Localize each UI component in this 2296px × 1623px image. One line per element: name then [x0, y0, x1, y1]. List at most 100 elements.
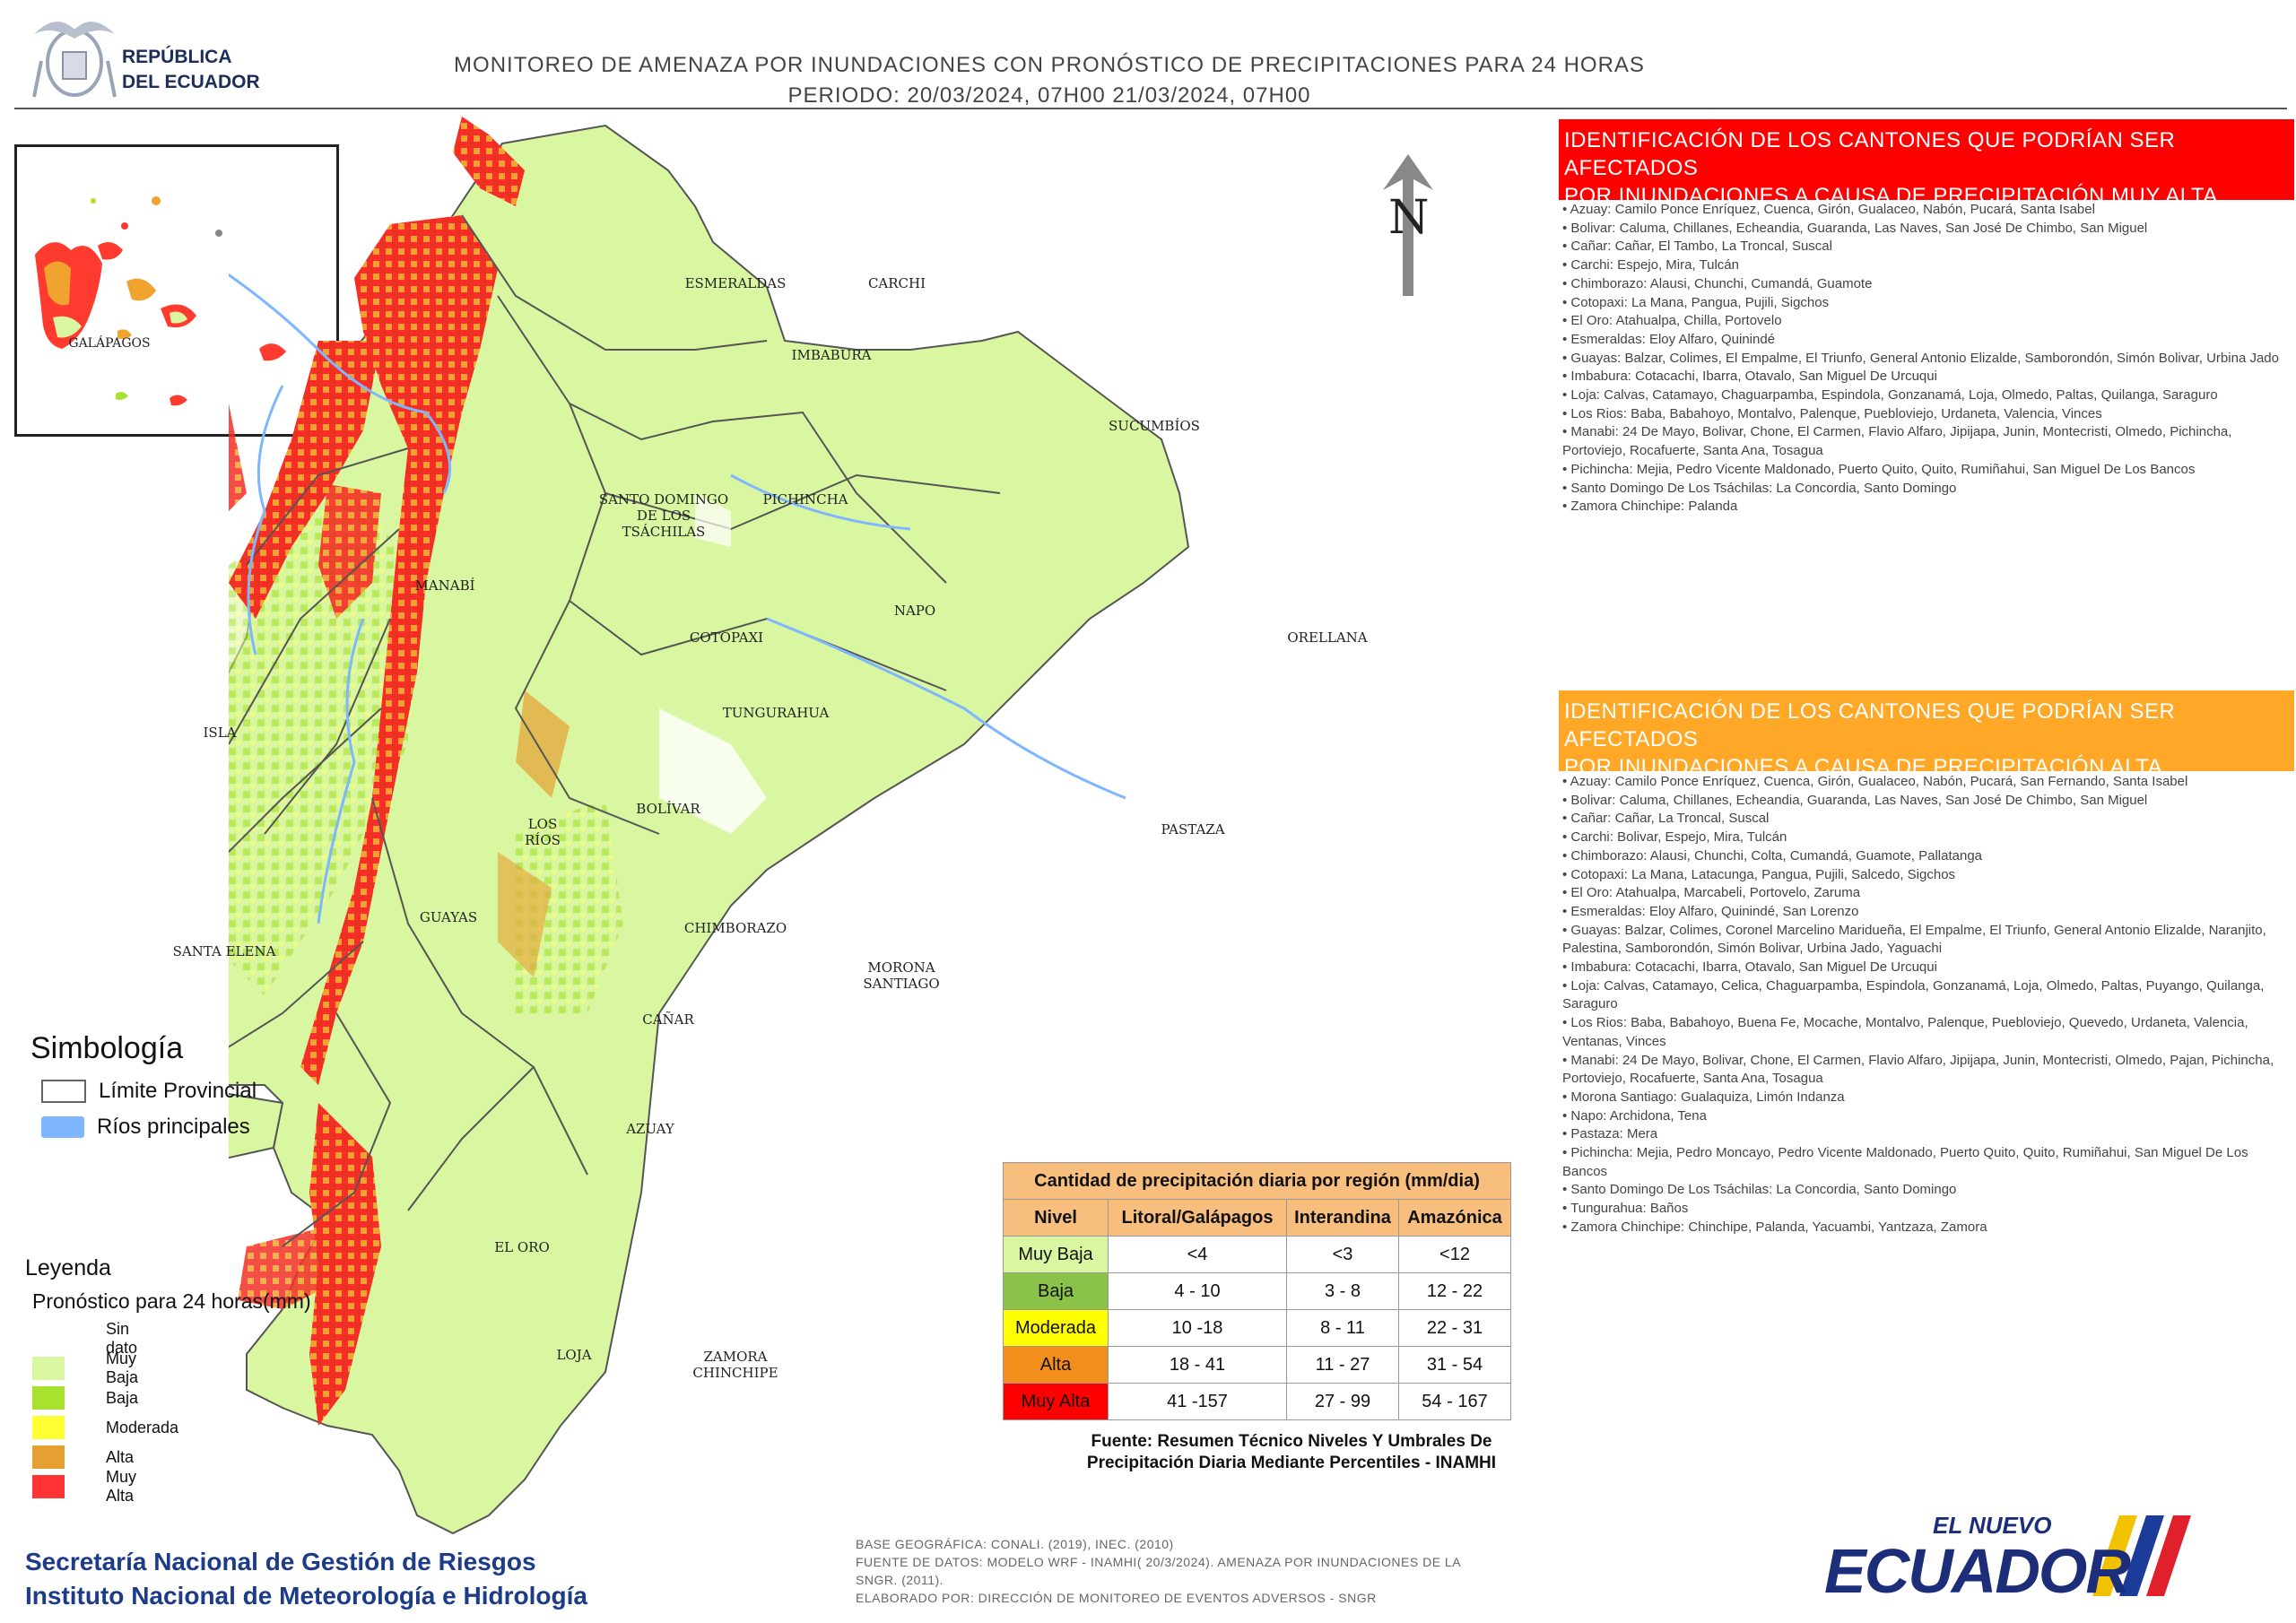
muy-alta-zone-coast [229, 341, 381, 619]
list-item: Loja: Calvas, Catamayo, Chaguarpamba, Es… [1562, 386, 2283, 405]
label-pichincha: PICHINCHA [762, 491, 848, 508]
list-item: Azuay: Camilo Ponce Enríquez, Cuenca, Gi… [1562, 773, 2283, 792]
fuente-line1: Fuente: Resumen Técnico Niveles Y Umbral… [1091, 1432, 1492, 1451]
panel-alta-list: Azuay: Camilo Ponce Enríquez, Cuenca, Gi… [1562, 773, 2283, 1237]
list-item: Los Rios: Baba, Babahoyo, Montalvo, Pale… [1562, 405, 2283, 424]
legend-label: Baja [106, 1388, 139, 1407]
table-cell: 27 - 99 [1286, 1383, 1399, 1420]
list-item: Chimborazo: Alausi, Chunchi, Cumandá, Gu… [1562, 275, 2283, 294]
el-nuevo-ecuador-logo [1819, 1506, 2205, 1605]
legend-label: Sin dato [106, 1320, 138, 1357]
table-cell: 22 - 31 [1398, 1309, 1511, 1347]
label-manabi: MANABÍ [414, 577, 475, 594]
legend-label: Muy Baja [106, 1350, 139, 1386]
label-zamora-2: CHINCHIPE [692, 1365, 778, 1381]
label-santo-domingo: SANTO DOMINGO DE LOS TSÁCHILAS [583, 491, 744, 540]
galapagos-inset-map: GALÁPAGOS [14, 144, 339, 437]
label-napo: NAPO [893, 603, 936, 619]
table-title-row: Cantidad de precipitación diaria por reg… [1003, 1162, 1511, 1200]
precipitation-table: Cantidad de precipitación diaria por reg… [1003, 1162, 1511, 1420]
north-label: N [1388, 191, 1430, 245]
ecuador-precipitation-map: ESMERALDAS CARCHI IMBABURA SUCUMBÍOS SAN… [148, 117, 1547, 1596]
table-row: Muy Baja <4 <3 <12 [1003, 1236, 1511, 1273]
label-zamora-chinchipe: ZAMORA CHINCHIPE [686, 1349, 785, 1381]
credits: BASE GEOGRÁFICA: CONALI. (2019), INEC. (… [856, 1535, 1501, 1607]
label-galapagos: GALÁPAGOS [68, 336, 151, 351]
label-zamora-1: ZAMORA [703, 1349, 768, 1365]
label-los-rios-1: LOS [527, 816, 558, 832]
label-santa-elena: SANTA ELENA [172, 943, 276, 959]
credits-line4: ELABORADO POR: DIRECCIÓN DE MONITOREO DE… [856, 1591, 1377, 1605]
legend-swatch [32, 1475, 65, 1498]
north-arrow [1381, 152, 1435, 296]
table-cell: Alta [1003, 1346, 1109, 1384]
table-row: Moderada 10 -18 8 - 11 22 - 31 [1003, 1309, 1511, 1347]
legend-label: Muy Alta [106, 1468, 137, 1505]
list-item: Cañar: Cañar, El Tambo, La Troncal, Susc… [1562, 238, 2283, 256]
list-item: Los Rios: Baba, Babahoyo, Buena Fe, Moca… [1562, 1014, 2283, 1051]
table-cell: Moderada [1003, 1309, 1109, 1347]
simbologia-title: Simbología [30, 1031, 184, 1065]
label-isla: ISLA [203, 725, 237, 741]
list-item: Cotopaxi: La Mana, Latacunga, Pangua, Pu… [1562, 866, 2283, 885]
brand-small-text: EL NUEVO [1933, 1512, 2052, 1539]
rios-label: Ríos principales [97, 1115, 250, 1139]
legend-item: Moderada [32, 1416, 178, 1439]
list-item: Manabi: 24 De Mayo, Bolivar, Chone, El C… [1562, 1052, 2283, 1089]
list-item: Cañar: Cañar, La Troncal, Suscal [1562, 810, 2283, 829]
list-item: Esmeraldas: Eloy Alfaro, Quinindé, San L… [1562, 903, 2283, 922]
list-item: El Oro: Atahualpa, Chilla, Portovelo [1562, 312, 2283, 331]
legend-swatch [32, 1445, 65, 1469]
brand-big-text: ECUADOR [1824, 1536, 2131, 1606]
list-item: Pichincha: Mejia, Pedro Moncayo, Pedro V… [1562, 1144, 2283, 1181]
list-item: Zamora Chinchipe: Chinchipe, Palanda, Ya… [1562, 1219, 2283, 1237]
list-item: Napo: Archidona, Tena [1562, 1107, 2283, 1126]
table-cell: 3 - 8 [1286, 1272, 1399, 1310]
table-cell: 8 - 11 [1286, 1309, 1399, 1347]
legend-item: Muy Alta [32, 1468, 136, 1505]
label-carchi: CARCHI [867, 275, 926, 291]
table-cell: 18 - 41 [1108, 1346, 1287, 1384]
list-item: Morona Santiago: Gualaquiza, Limón Indan… [1562, 1089, 2283, 1107]
list-item: Imbabura: Cotacachi, Ibarra, Otavalo, Sa… [1562, 368, 2283, 386]
label-santo-domingo-3: TSÁCHILAS [622, 524, 706, 540]
limite-label: Límite Provincial [99, 1079, 257, 1103]
credits-line2: FUENTE DE DATOS: MODELO WRF - INAMHI( 20… [856, 1555, 1462, 1569]
legend-label: Moderada [106, 1418, 179, 1436]
panel-muy-alta-header: IDENTIFICACIÓN DE LOS CANTONES QUE PODRÍ… [1559, 119, 2294, 208]
table-cell: 12 - 22 [1398, 1272, 1511, 1310]
org-inamhi: Instituto Nacional de Meteorología e Hid… [25, 1582, 587, 1610]
list-item: Chimborazo: Alausi, Chunchi, Colta, Cuma… [1562, 847, 2283, 866]
list-item: Azuay: Camilo Ponce Enríquez, Cuenca, Gi… [1562, 201, 2283, 220]
limite-swatch [41, 1080, 86, 1103]
label-morona-2: SANTIAGO [863, 976, 940, 992]
label-los-rios-2: RÍOS [525, 832, 561, 848]
table-header-litoral: Litoral/Galápagos [1108, 1199, 1287, 1237]
label-tungurahua: TUNGURAHUA [722, 705, 830, 721]
label-el-oro: EL ORO [494, 1239, 550, 1255]
panel-alta-header: IDENTIFICACIÓN DE LOS CANTONES QUE PODRÍ… [1559, 690, 2294, 779]
list-item: Guayas: Balzar, Colimes, El Empalme, El … [1562, 350, 2283, 369]
leyenda-title: Leyenda [25, 1255, 111, 1280]
list-item: Pichincha: Mejia, Pedro Vicente Maldonad… [1562, 461, 2283, 480]
label-azuay: AZUAY [626, 1121, 674, 1137]
list-item: Tungurahua: Baños [1562, 1200, 2283, 1219]
title-line1: MONITOREO DE AMENAZA POR INUNDACIONES CO… [454, 53, 1645, 77]
panel-muy-alta-title-1: IDENTIFICACIÓN DE LOS CANTONES QUE PODRÍ… [1564, 128, 2176, 180]
muy-alta-zone-north [453, 117, 525, 206]
label-santo-domingo-1: SANTO DOMINGO [598, 491, 729, 508]
panel-alta-title-1: IDENTIFICACIÓN DE LOS CANTONES QUE PODRÍ… [1564, 699, 2176, 751]
legend-swatch [32, 1327, 65, 1350]
list-item: Esmeraldas: Eloy Alfaro, Quinindé [1562, 331, 2283, 350]
label-pastaza: PASTAZA [1161, 821, 1225, 838]
legend-swatch [32, 1357, 65, 1380]
table-header-nivel: Nivel [1003, 1199, 1109, 1237]
logo-line1: REPÚBLICA [122, 47, 232, 67]
logo-text: REPÚBLICA DEL ECUADOR [122, 45, 260, 95]
simbologia-limite: Límite Provincial [41, 1079, 257, 1104]
label-cotopaxi: COTOPAXI [689, 629, 764, 646]
label-imbabura: IMBABURA [791, 347, 872, 363]
label-los-rios: LOS RÍOS [516, 816, 570, 848]
table-source: Fuente: Resumen Técnico Niveles Y Umbral… [987, 1431, 1596, 1474]
label-esmeraldas: ESMERALDAS [684, 275, 787, 291]
